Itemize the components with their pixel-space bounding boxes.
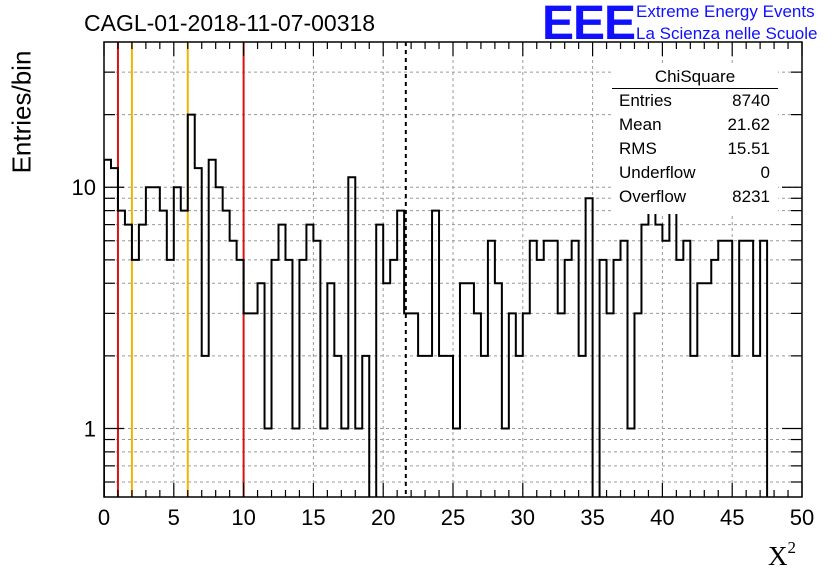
- stats-label: RMS: [619, 139, 657, 158]
- x-tick-label: 15: [301, 505, 325, 530]
- stats-label: Entries: [619, 91, 672, 110]
- x-tick-label: 20: [371, 505, 395, 530]
- axis-ticks: [103, 42, 803, 497]
- stats-box: ChiSquare Entries 8740 Mean 21.62 RMS 15…: [612, 66, 778, 214]
- stats-row-overflow: Overflow 8231: [612, 185, 778, 209]
- stats-row-entries: Entries 8740: [612, 89, 778, 113]
- x-tick-label: 35: [580, 505, 604, 530]
- x-tick-label: 45: [720, 505, 744, 530]
- x-axis-label: X2: [768, 538, 796, 572]
- y-axis-label: Entries/bin: [6, 50, 37, 174]
- x-tick-label: 30: [511, 505, 535, 530]
- eee-logo: EEE: [542, 0, 636, 50]
- stats-row-mean: Mean 21.62: [612, 113, 778, 137]
- stats-value: 21.62: [727, 115, 770, 134]
- stats-title: ChiSquare: [612, 66, 778, 89]
- y-tick-label: 1: [84, 416, 96, 441]
- stats-value: 8740: [732, 91, 770, 110]
- x-tick-label: 10: [231, 505, 255, 530]
- stats-value: 8231: [732, 187, 770, 206]
- stats-label: Overflow: [619, 187, 687, 206]
- stats-value: 0: [760, 163, 770, 182]
- y-tick-label: 10: [72, 175, 96, 200]
- x-tick-label: 0: [98, 505, 110, 530]
- stats-label: Mean: [619, 115, 662, 134]
- stats-label: Underflow: [619, 163, 696, 182]
- threshold-lines: [116, 42, 407, 497]
- logo-line-1: Extreme Energy Events: [636, 2, 815, 21]
- x-axis-label-text: X: [768, 541, 788, 571]
- axis-tick-labels: 0 5 10 15 20 25 30 35 40 45 50 1 10: [72, 175, 815, 530]
- x-tick-label: 50: [790, 505, 814, 530]
- logo-line-2: La Scienza nelle Scuole: [636, 24, 818, 43]
- x-tick-label: 40: [650, 505, 674, 530]
- x-tick-label: 5: [168, 505, 180, 530]
- x-axis-label-superscript: 2: [787, 538, 797, 557]
- stats-row-rms: RMS 15.51: [612, 137, 778, 161]
- stats-row-underflow: Underflow 0: [612, 161, 778, 185]
- stats-value: 15.51: [727, 139, 770, 158]
- chart-title: CAGL-01-2018-11-07-00318: [84, 10, 376, 36]
- x-tick-label: 25: [441, 505, 465, 530]
